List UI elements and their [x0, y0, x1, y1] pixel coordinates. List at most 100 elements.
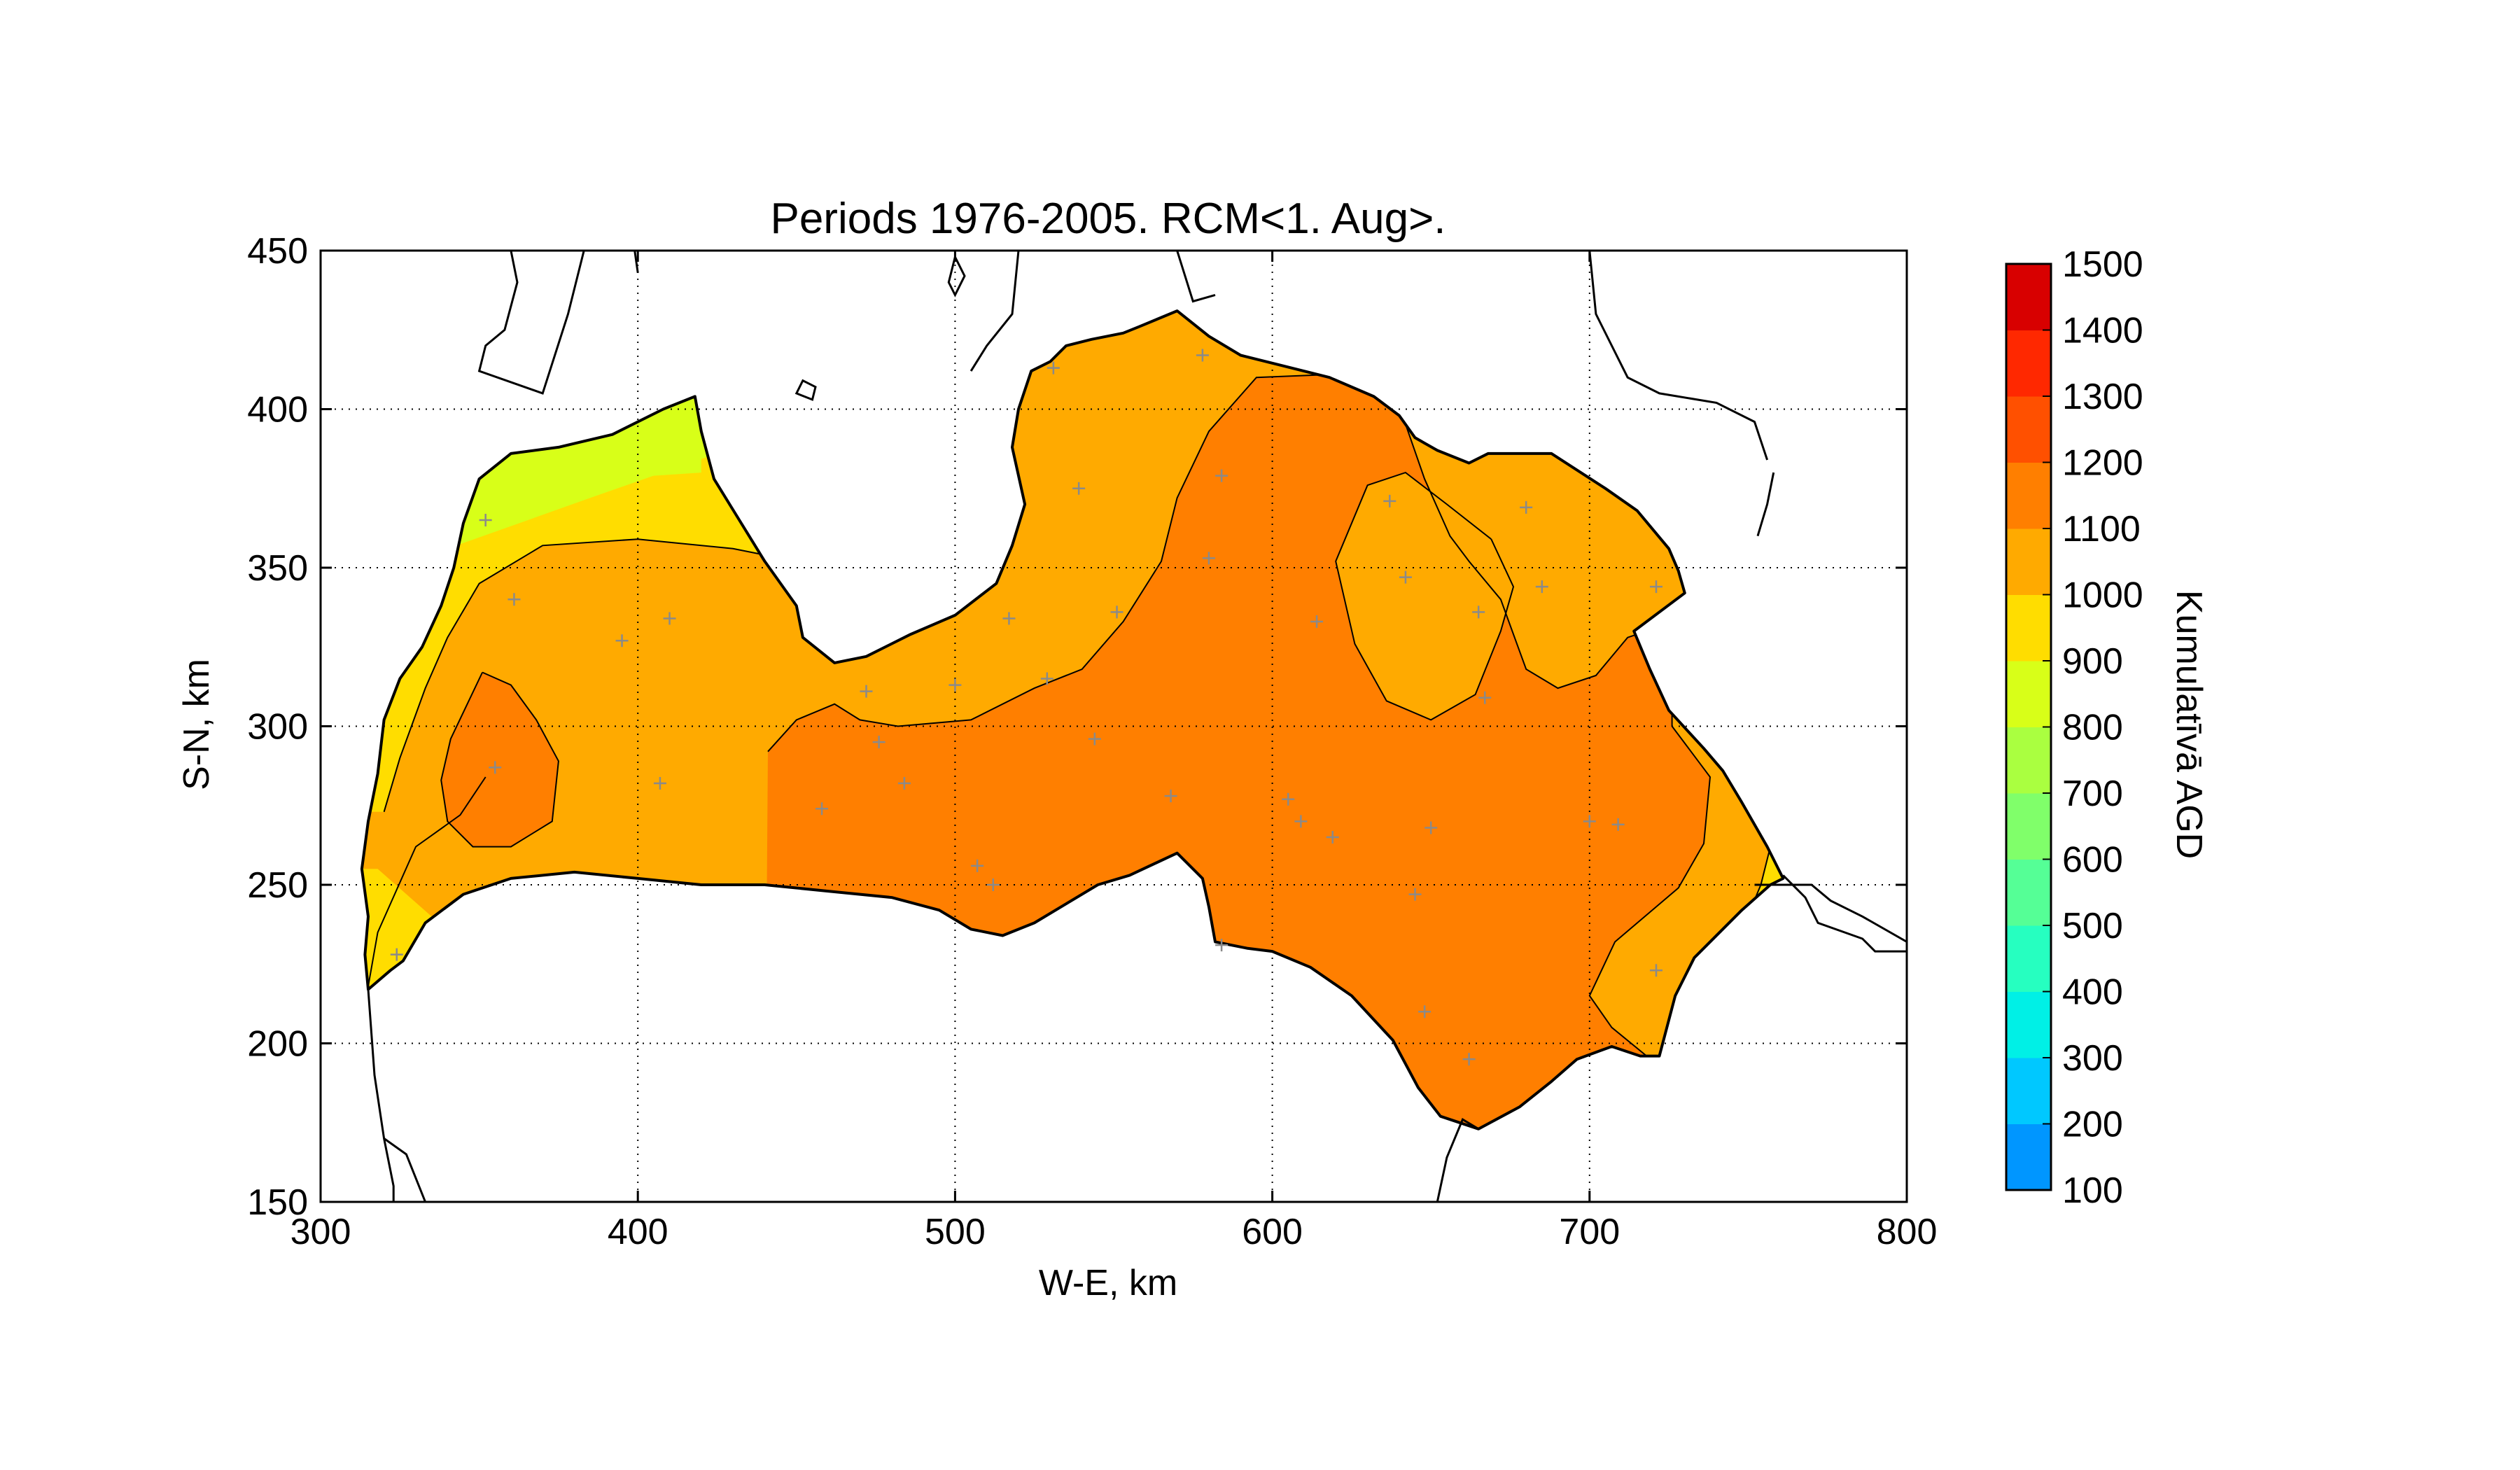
station-marker	[1649, 580, 1662, 594]
colorbar-tick-label: 1000	[2062, 575, 2143, 616]
island-outline	[947, 253, 966, 298]
station-marker	[1282, 792, 1295, 806]
station-marker	[507, 593, 521, 606]
station-marker	[1202, 552, 1215, 565]
y-tick-label: 250	[247, 865, 308, 906]
colorbar-segment	[2006, 396, 2051, 463]
neighbour-coastline	[477, 251, 585, 395]
station-marker	[872, 736, 886, 749]
station-marker	[1002, 612, 1016, 625]
station-marker	[1478, 691, 1492, 704]
station-marker	[1215, 469, 1228, 482]
x-axis-label: W-E, km	[1039, 1263, 1177, 1303]
country-outline	[360, 309, 1785, 1130]
axis-ticks: 300 400 500 600 700 800 150 200 250 300 350 400 450	[247, 231, 1937, 1252]
station-marker	[489, 761, 502, 774]
station-marker	[1215, 939, 1228, 952]
colorbar-tick-label: 1300	[2062, 377, 2143, 417]
island-outline	[794, 379, 817, 401]
colorbar-segment	[2006, 1124, 2051, 1191]
station-marker	[1040, 672, 1054, 685]
station-marker	[897, 777, 911, 790]
colorbar-tick-label: 200	[2062, 1105, 2123, 1145]
station-marker	[816, 802, 829, 816]
colorbar-segment	[2006, 528, 2051, 595]
station-marker	[1418, 1005, 1432, 1018]
plot-area	[321, 251, 1907, 1202]
station-marker	[1326, 831, 1339, 844]
station-marker	[1424, 821, 1438, 834]
station-marker	[1472, 606, 1485, 619]
contour-line	[440, 671, 559, 848]
colorbar-tick-label: 900	[2062, 641, 2123, 682]
station-marker	[986, 878, 1000, 891]
station-marker	[1520, 500, 1533, 514]
neighbour-coastline	[969, 251, 1020, 372]
colorbar-segment	[2006, 727, 2051, 794]
contour-lines-layer	[368, 373, 1772, 1057]
station-marker	[1110, 606, 1124, 619]
station-marker	[860, 685, 873, 698]
neighbour-coastline	[1436, 1118, 1479, 1202]
station-marker	[1535, 580, 1548, 594]
station-marker	[653, 777, 666, 790]
station-marker	[1294, 815, 1308, 828]
colorbar-segment	[2006, 793, 2051, 860]
contour-line	[368, 776, 486, 987]
station-marker	[1088, 732, 1101, 746]
neighbour-coastline	[1782, 874, 1907, 953]
colorbar-tick-label: 400	[2062, 972, 2123, 1013]
coastline-layer	[360, 251, 1907, 1202]
colorbar-tick-label: 1500	[2062, 244, 2143, 285]
station-marker	[615, 634, 629, 648]
colorbar-segment	[2006, 1058, 2051, 1124]
station-marker	[948, 678, 962, 692]
y-tick-label: 200	[247, 1024, 308, 1065]
contour-line	[767, 373, 1647, 752]
station-marker	[1310, 615, 1324, 629]
x-tick-label: 400	[608, 1212, 668, 1252]
station-markers-layer	[390, 349, 1662, 1066]
colorbar-tick-label: 1200	[2062, 443, 2143, 484]
station-marker	[971, 859, 984, 872]
colorbar-segment	[2006, 462, 2051, 529]
chart-title: Periods 1976-2005. RCM<1. Aug>.	[770, 195, 1446, 243]
neighbour-coastline	[634, 251, 639, 273]
colorbar-segment	[2006, 991, 2051, 1058]
colorbar-tick-label: 600	[2062, 840, 2123, 881]
y-tick-label: 150	[247, 1182, 308, 1223]
neighbour-coastline	[1588, 251, 1769, 461]
band-900-1000-southwest	[361, 869, 432, 1012]
colorbar-tick-label: 100	[2062, 1170, 2123, 1211]
band-1100-1200-west	[441, 672, 559, 847]
colorbar-segment	[2006, 264, 2051, 330]
y-tick-label: 300	[247, 707, 308, 748]
y-tick-label: 450	[247, 231, 308, 272]
colorbar-segment	[2006, 594, 2051, 662]
x-tick-label: 700	[1559, 1212, 1620, 1252]
x-tick-label: 500	[925, 1212, 986, 1252]
colorbar-tick-label: 800	[2062, 708, 2123, 748]
colorbar-label: Kumulatīvā AGD	[2169, 590, 2209, 859]
colorbar-tick-label: 1400	[2062, 311, 2143, 351]
y-tick-label: 350	[247, 548, 308, 589]
neighbour-coastline	[383, 1138, 426, 1202]
neighbour-coastline	[1756, 472, 1775, 537]
station-marker	[1408, 888, 1422, 901]
neighbour-coastline	[1176, 251, 1216, 303]
y-axis-label: S-N, km	[176, 659, 217, 790]
colorbar: 100 200 300 400 500 600 700 800 900 1000 1100 1200 1…	[2005, 244, 2143, 1211]
station-marker	[1383, 494, 1396, 507]
contour-line	[1335, 471, 1515, 721]
colorbar-segment	[2006, 661, 2051, 727]
colorbar-segment	[2006, 859, 2051, 926]
colorbar-segment	[2006, 330, 2051, 397]
colorbar-tick-label: 300	[2062, 1038, 2123, 1079]
station-marker	[1399, 570, 1412, 584]
x-tick-label: 300	[290, 1212, 351, 1252]
colorbar-tick-label: 500	[2062, 906, 2123, 946]
x-tick-label: 800	[1877, 1212, 1938, 1252]
station-marker	[1046, 361, 1060, 374]
station-marker	[1583, 815, 1596, 828]
